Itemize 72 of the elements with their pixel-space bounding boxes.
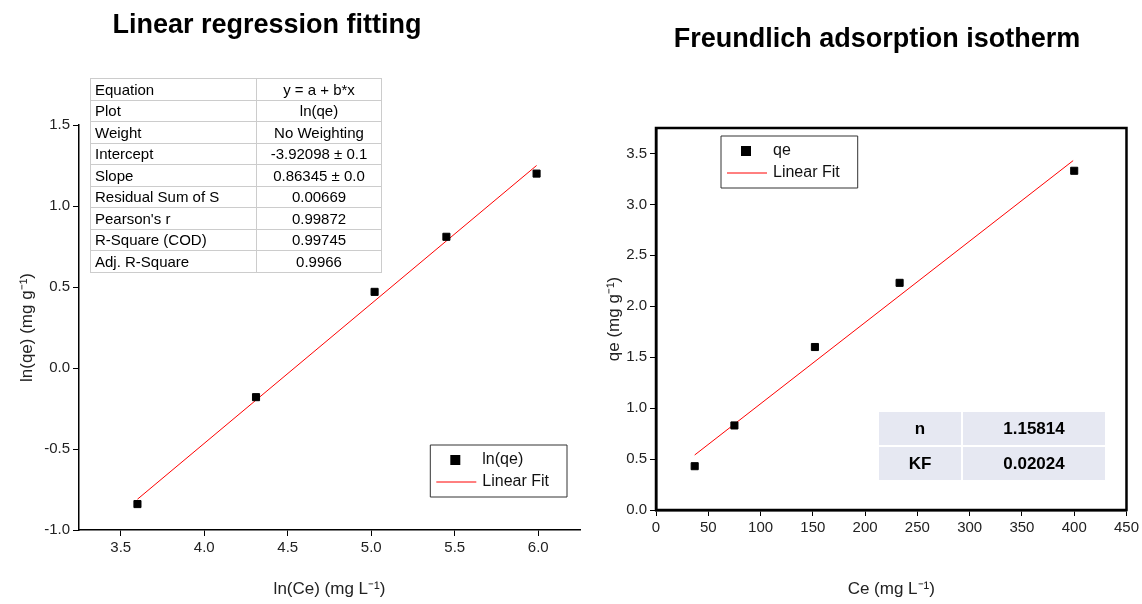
annotation: KF: [878, 446, 962, 481]
y-tick-label: 1.0: [49, 196, 70, 214]
legend-label: ln(qe): [482, 450, 524, 468]
chart-title: Freundlich adsorption isotherm: [673, 23, 1081, 54]
x-tick-label: 450: [1113, 518, 1139, 536]
y-axis-title: ln(qe) (mg g⁻¹): [16, 273, 36, 382]
y-tick-label: 1.5: [626, 347, 647, 365]
y-tick-label: 2.5: [626, 245, 647, 263]
x-tick-label: 200: [852, 518, 878, 536]
y-tick-label: 3.0: [626, 194, 647, 212]
annotation: 0.9966: [256, 250, 382, 272]
annotation: R-Square (COD): [90, 229, 257, 251]
point: [810, 342, 819, 352]
x-tick-label: 350: [1009, 518, 1035, 536]
annotation: n: [878, 411, 962, 446]
y-axis-title: qe (mg g⁻¹): [603, 276, 623, 362]
x-tick-label: 150: [800, 518, 826, 536]
x-tick-label: 4.0: [193, 538, 215, 556]
text: Plot: [95, 102, 121, 120]
legend-label: Linear Fit: [773, 163, 841, 181]
point: [895, 278, 904, 287]
legend-label: Linear Fit: [482, 472, 550, 490]
annotation: 0.99745: [256, 229, 382, 251]
y-tick-label: 0.0: [626, 500, 647, 518]
x-tick-label: 400: [1061, 518, 1087, 536]
y-tick-label: 3.5: [626, 143, 647, 161]
x-tick-label: 5.5: [444, 538, 466, 556]
y-tick-label: -1.0: [44, 520, 70, 538]
annotation: 0.02024: [962, 446, 1106, 481]
x-tick-label: 5.0: [360, 538, 382, 556]
point: [370, 287, 379, 296]
annotation: 0.86345 ± 0.0: [256, 164, 382, 186]
point: [251, 393, 261, 402]
text: y = a + b*x: [283, 80, 355, 98]
annotation: 1.15814: [962, 411, 1106, 446]
annotation: 0.00669: [256, 186, 382, 208]
x-tick-label: 4.5: [277, 538, 299, 556]
text: Equation: [95, 80, 155, 98]
x-tick-label: 6.0: [527, 538, 549, 556]
point: [532, 169, 541, 178]
x-axis-title: Ce (mg L⁻¹): [847, 579, 935, 599]
x-axis-title: ln(Ce) (mg L⁻¹): [273, 579, 386, 599]
annotation: Slope: [90, 164, 257, 186]
x-tick-label: 50: [699, 518, 717, 536]
x-tick-label: 100: [748, 518, 774, 536]
y-tick-label: 1.0: [626, 398, 647, 416]
point: [730, 421, 739, 430]
annotation: Adj. R-Square: [90, 250, 257, 272]
annotation: No Weighting: [256, 121, 382, 143]
point: [1070, 166, 1079, 175]
legend-label: qe: [773, 141, 791, 159]
annotation: Weight: [90, 121, 257, 143]
y-tick-label: -0.5: [44, 439, 70, 457]
chart-title: Linear regression fitting: [112, 9, 422, 40]
annotation: 0.99872: [256, 207, 382, 229]
y-tick-label: 2.0: [626, 296, 647, 314]
point: [133, 500, 142, 509]
annotation: -3.92098 ± 0.1: [256, 143, 382, 165]
point: [690, 462, 699, 471]
x-tick-label: 3.5: [110, 538, 132, 556]
point: [442, 232, 451, 241]
x-tick-label: 300: [957, 518, 983, 536]
text: ln(qe): [299, 102, 339, 120]
annotation: Residual Sum of S: [90, 186, 257, 208]
x-tick-label: 0: [651, 518, 661, 536]
y-tick-label: 0.5: [626, 449, 647, 467]
y-tick-label: 0.0: [49, 358, 70, 376]
annotation: Intercept: [90, 143, 257, 165]
x-tick-label: 250: [904, 518, 930, 536]
y-tick-label: 0.5: [49, 277, 70, 295]
y-tick-label: 1.5: [49, 115, 70, 133]
annotation: Pearson's r: [90, 207, 257, 229]
